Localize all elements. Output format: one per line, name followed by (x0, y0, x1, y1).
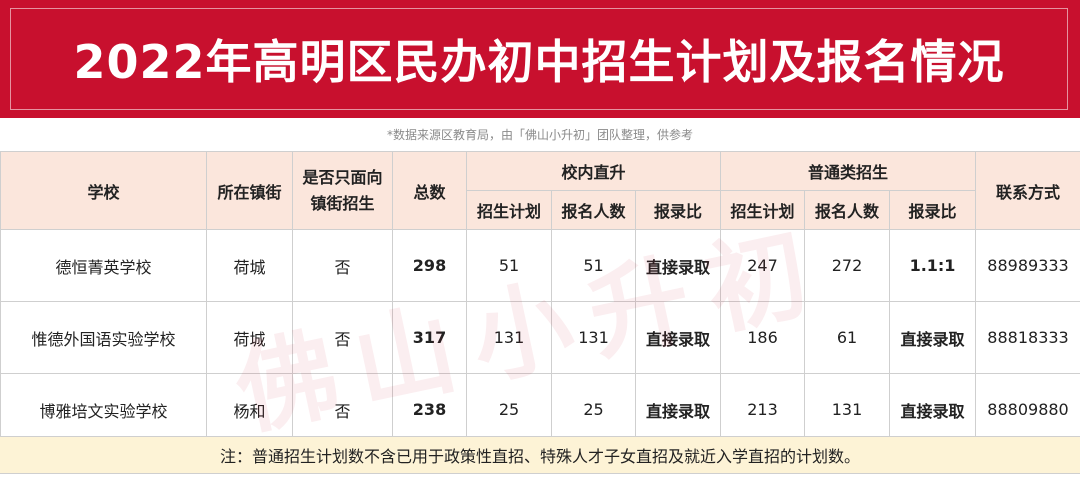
local-only: 否 (292, 229, 393, 302)
town: 杨和 (206, 373, 293, 446)
page-title: 2022年高明区民办初中招生计划及报名情况 (73, 35, 1005, 89)
enrollment-table: 学校 所在镇街 是否只面向镇街招生 总数 校内直升 普通类招生 联系方式 招生计… (0, 151, 1080, 446)
internal-plan: 25 (466, 373, 552, 446)
table-row: 惟德外国语实验学校 荷城 否 317 131 131 直接录取 186 61 直… (0, 301, 1080, 374)
header-town: 所在镇街 (206, 151, 293, 230)
internal-applicants: 25 (551, 373, 636, 446)
header-internal-applicants: 报名人数 (551, 190, 636, 230)
internal-plan: 51 (466, 229, 552, 302)
header-school: 学校 (0, 151, 207, 230)
header-local-only: 是否只面向镇街招生 (292, 151, 393, 230)
internal-applicants: 51 (551, 229, 636, 302)
contact-phone: 88809880 (975, 373, 1080, 446)
total: 298 (392, 229, 467, 302)
local-only: 否 (292, 373, 393, 446)
title-banner: 2022年高明区民办初中招生计划及报名情况 (0, 0, 1080, 118)
header-internal-ratio: 报录比 (635, 190, 721, 230)
school-name: 博雅培文实验学校 (0, 373, 207, 446)
general-ratio: 直接录取 (888, 301, 977, 374)
general-applicants: 131 (804, 373, 890, 446)
header-contact: 联系方式 (975, 151, 1080, 230)
table-row: 博雅培文实验学校 杨和 否 238 25 25 直接录取 213 131 直接录… (0, 373, 1080, 446)
contact-phone: 88989333 (975, 229, 1080, 302)
source-note: *数据来源区教育局，由「佛山小升初」团队整理，供参考 (0, 118, 1080, 151)
header-internal-group: 校内直升 (466, 151, 721, 191)
general-ratio: 1.1:1 (888, 229, 977, 302)
town: 荷城 (206, 301, 293, 374)
header-total: 总数 (392, 151, 467, 230)
general-plan: 213 (720, 373, 805, 446)
local-only: 否 (292, 301, 393, 374)
header-general-group: 普通类招生 (719, 151, 977, 191)
internal-applicants: 131 (551, 301, 636, 374)
school-name: 惟德外国语实验学校 (0, 301, 207, 374)
header-internal-plan: 招生计划 (466, 190, 552, 230)
internal-ratio: 直接录取 (635, 229, 721, 302)
footnote: 注：普通招生计划数不含已用于政策性直招、特殊人才子女直招及就近入学直招的计划数。 (0, 436, 1080, 474)
bottom-strip (0, 474, 1080, 486)
town: 荷城 (206, 229, 293, 302)
contact-phone: 88818333 (975, 301, 1080, 374)
general-ratio: 直接录取 (888, 373, 977, 446)
header-general-plan: 招生计划 (720, 190, 805, 230)
general-applicants: 61 (804, 301, 890, 374)
total: 238 (392, 373, 467, 446)
general-plan: 186 (720, 301, 805, 374)
header-general-applicants: 报名人数 (804, 190, 890, 230)
total: 317 (392, 301, 467, 374)
table-row: 德恒菁英学校 荷城 否 298 51 51 直接录取 247 272 1.1:1… (0, 229, 1080, 302)
school-name: 德恒菁英学校 (0, 229, 207, 302)
internal-ratio: 直接录取 (635, 301, 721, 374)
general-applicants: 272 (804, 229, 890, 302)
internal-plan: 131 (466, 301, 552, 374)
general-plan: 247 (720, 229, 805, 302)
header-general-ratio: 报录比 (888, 190, 977, 230)
internal-ratio: 直接录取 (635, 373, 721, 446)
header-local-only-label: 是否只面向镇街招生 (302, 167, 383, 213)
title-frame: 2022年高明区民办初中招生计划及报名情况 (10, 8, 1068, 110)
